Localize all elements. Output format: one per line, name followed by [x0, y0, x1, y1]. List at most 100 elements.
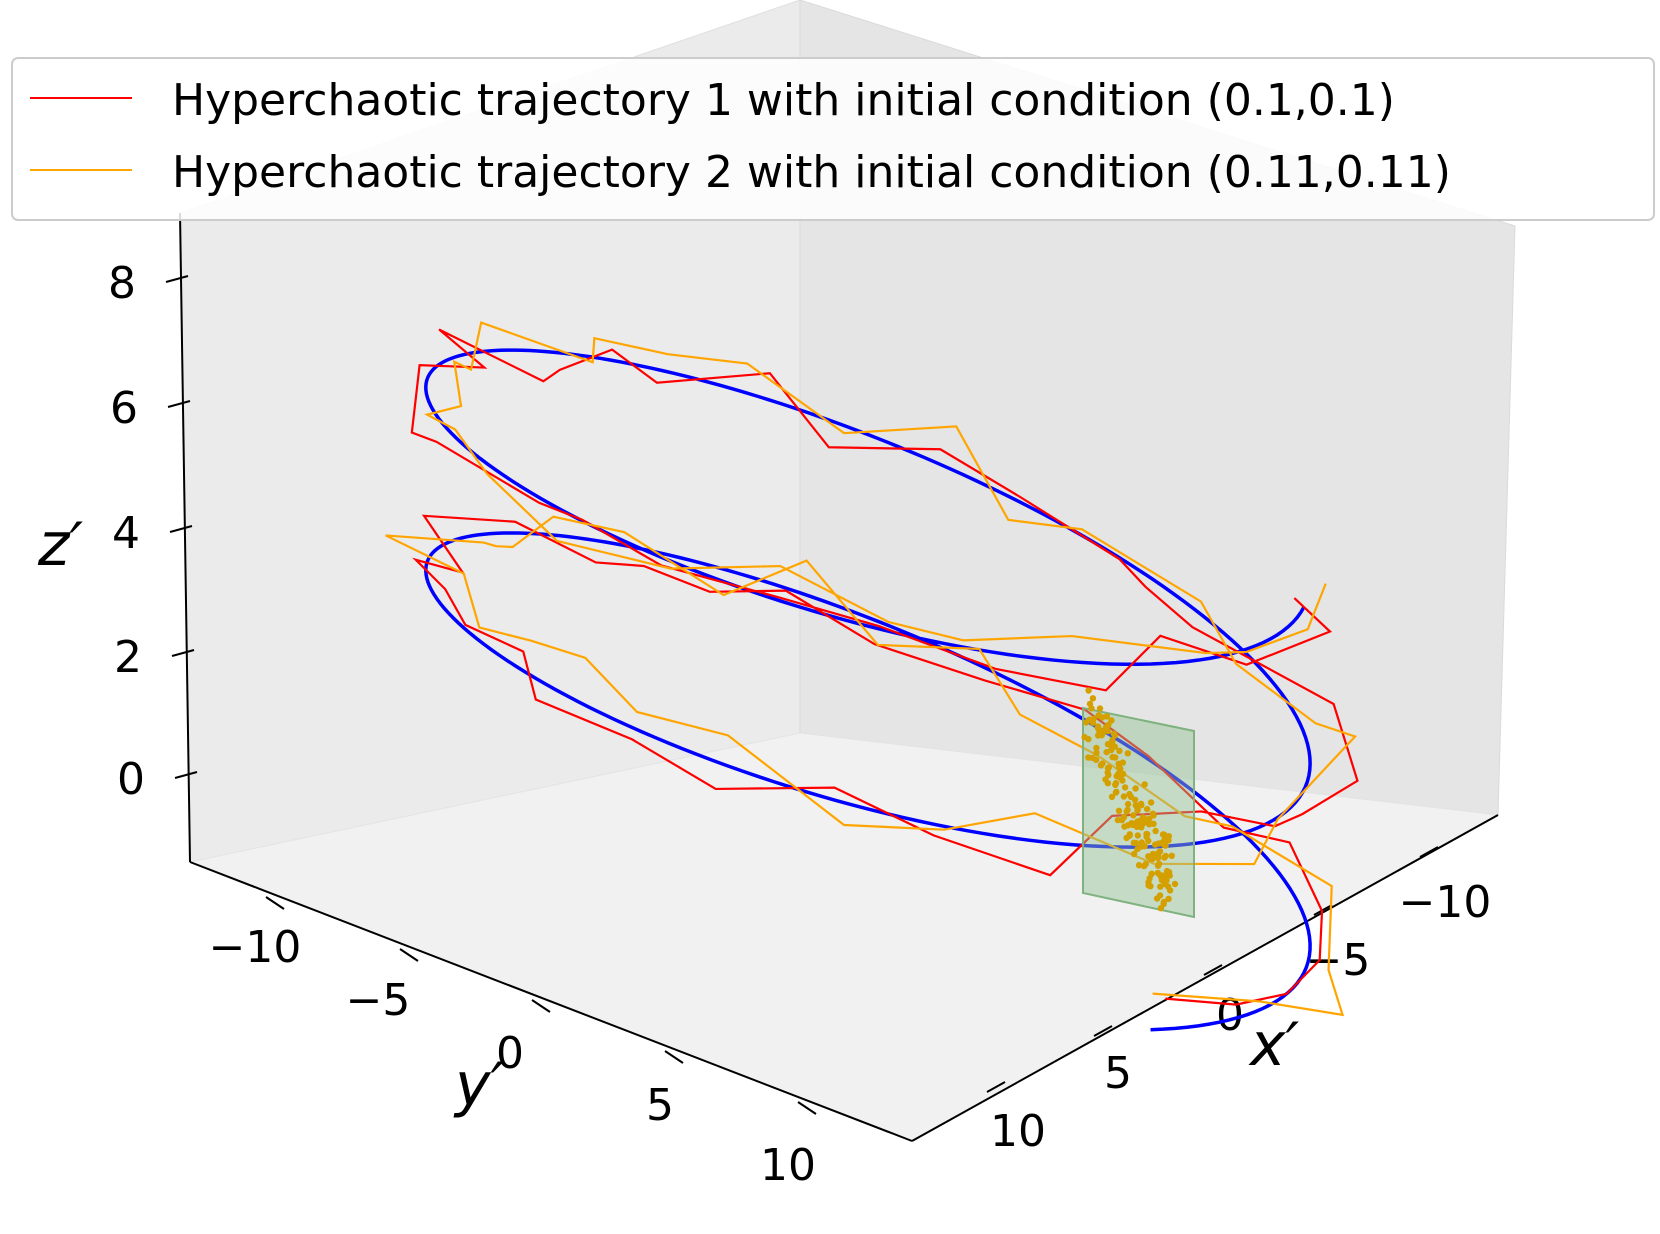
inset-point	[1094, 723, 1102, 730]
inset-point	[1165, 895, 1172, 902]
inset-point	[1162, 842, 1169, 849]
z-axis-line	[179, 212, 191, 863]
inset-point	[1108, 741, 1116, 748]
inset-point	[1149, 810, 1157, 817]
inset-point	[1142, 816, 1149, 823]
inset-point	[1116, 764, 1123, 771]
inset-point	[1160, 898, 1168, 906]
inset-point	[1124, 806, 1131, 814]
inset-point	[1149, 850, 1157, 858]
inset-point	[1129, 821, 1137, 829]
y-tick-mark	[797, 1101, 817, 1115]
inset-point	[1093, 749, 1100, 757]
inset-point	[1163, 872, 1170, 879]
z-tick-label: 8	[108, 258, 136, 309]
inset-point	[1104, 765, 1112, 772]
y-tick-mark	[265, 896, 285, 910]
inset-point	[1130, 812, 1137, 819]
inset-point	[1121, 784, 1129, 791]
inset-point	[1155, 860, 1163, 868]
inset-point	[1114, 816, 1122, 824]
inset-point	[1089, 695, 1097, 702]
inset-point	[1165, 837, 1172, 844]
inset-point	[1096, 705, 1104, 712]
z-tick-mark	[167, 400, 191, 408]
inset-point	[1162, 852, 1169, 860]
inset-point	[1123, 834, 1130, 842]
inset-point	[1124, 822, 1132, 829]
inset-point	[1148, 870, 1155, 877]
inset-point	[1161, 831, 1168, 838]
x-tick-label: 10	[990, 1106, 1046, 1157]
inset-point	[1116, 747, 1123, 755]
x-tick-mark	[1313, 904, 1333, 916]
inset-point	[1147, 883, 1154, 890]
z-tick-mark	[171, 649, 195, 657]
inset-point	[1124, 800, 1132, 808]
inset-point	[1134, 804, 1141, 812]
inset-point	[1112, 779, 1120, 787]
z-tick-label: 4	[112, 508, 140, 559]
legend: Hyperchaotic trajectory 1 with initial c…	[11, 57, 1655, 221]
inset-point	[1105, 771, 1112, 779]
inset-point	[1108, 746, 1115, 754]
inset-point	[1147, 855, 1155, 862]
z-tick-label: 2	[114, 632, 142, 683]
inset-point	[1132, 785, 1139, 792]
inset-point	[1153, 895, 1161, 902]
inset-point	[1124, 750, 1132, 757]
inset-point	[1115, 807, 1123, 814]
inset-point	[1103, 713, 1111, 720]
x-axis-line	[911, 814, 1499, 1142]
inset-point	[1083, 719, 1090, 726]
inset-point	[1171, 880, 1179, 888]
inset-point	[1143, 805, 1151, 813]
inset-point	[1108, 793, 1116, 800]
y-tick-label: −10	[209, 922, 302, 973]
inset-point	[1085, 687, 1092, 694]
inset-point	[1109, 737, 1116, 744]
z-tick-label: 6	[110, 383, 138, 434]
inset-point	[1131, 796, 1139, 803]
plot-lines	[385, 321, 1359, 1032]
series-trajectory-2	[385, 321, 1358, 1017]
z-tick-label: 0	[117, 754, 145, 805]
x-tick-label: 5	[1104, 1048, 1132, 1099]
inset-point	[1135, 862, 1143, 869]
inset-point	[1089, 754, 1096, 762]
z-axis-label: z′	[37, 510, 83, 580]
inset-point	[1116, 774, 1124, 781]
legend-entry-1: Hyperchaotic trajectory 1 with initial c…	[172, 75, 1395, 126]
inset-point	[1150, 820, 1157, 827]
inset-point	[1120, 793, 1128, 800]
x-axis-label: x′	[1248, 1010, 1300, 1080]
x-tick-mark	[986, 1081, 1006, 1093]
inset-point	[1095, 712, 1102, 719]
inset-point	[1086, 700, 1094, 708]
y-tick-label: 10	[760, 1140, 816, 1191]
inset-point	[1136, 817, 1143, 825]
inset-point	[1113, 788, 1120, 795]
inset-point	[1168, 852, 1176, 859]
inset-point	[1099, 760, 1106, 767]
inset-point	[1138, 824, 1145, 831]
inset-point	[1112, 754, 1119, 761]
x-tick-mark	[1203, 964, 1223, 976]
inset-point	[1120, 813, 1128, 821]
inset-point	[1126, 790, 1133, 798]
y-axis-line	[189, 861, 913, 1142]
x-tick-label: −5	[1306, 935, 1371, 986]
y-tick-label: 0	[496, 1028, 524, 1079]
inset-point	[1140, 862, 1148, 870]
inset-point	[1134, 845, 1141, 853]
inset-point	[1141, 843, 1148, 850]
inset-point	[1141, 781, 1148, 788]
inset-point	[1119, 759, 1127, 766]
inset-point	[1155, 840, 1162, 847]
inset-point	[1130, 850, 1138, 858]
inset-point	[1143, 830, 1150, 838]
inset-point	[1157, 883, 1164, 890]
inset-point	[1134, 832, 1142, 839]
